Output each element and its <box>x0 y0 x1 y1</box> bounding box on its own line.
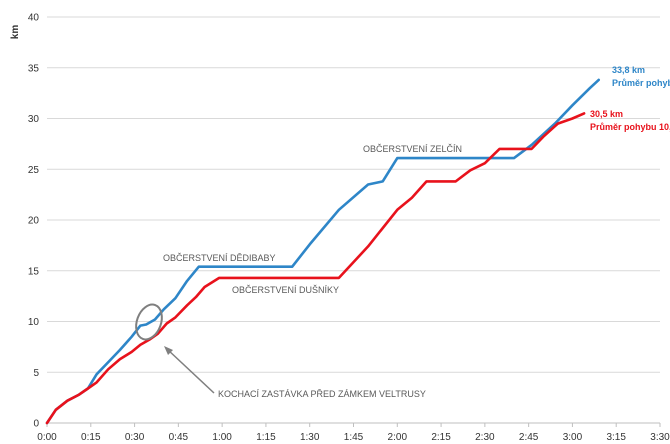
x-tick-label: 3:15 <box>606 432 626 443</box>
red-series-line <box>45 112 586 425</box>
x-tick-label: 0:00 <box>37 432 57 443</box>
y-tick-label: 35 <box>28 63 40 74</box>
x-tick-label: 0:45 <box>169 432 189 443</box>
y-tick-label: 10 <box>28 317 40 328</box>
annotation-kochaci: KOCHACÍ ZASTÁVKA PŘED ZÁMKEM VELTRUSY <box>218 389 426 399</box>
x-tick-label: 2:00 <box>388 432 408 443</box>
x-tick-label: 1:00 <box>212 432 232 443</box>
y-tick-label: 25 <box>28 165 40 176</box>
annotation-arrow-head <box>164 346 173 355</box>
highlight-circle <box>135 303 163 341</box>
y-tick-label: 5 <box>33 368 39 379</box>
annotation-dusniky: OBČERSTVENÍ DUŠNÍKY <box>232 285 339 295</box>
y-tick-label: 15 <box>28 266 40 277</box>
x-tick-label: 0:30 <box>125 432 145 443</box>
axes <box>46 422 661 427</box>
red-end-distance-label: 30,5 km <box>590 109 623 119</box>
grid-lines <box>47 16 660 373</box>
y-tick-label: 40 <box>28 13 40 24</box>
x-tick-label: 0:15 <box>81 432 101 443</box>
y-tick-label: 20 <box>28 216 40 227</box>
x-tick-label: 3:30 <box>650 432 670 443</box>
x-tick-labels: 0:00 0:15 0:30 0:45 1:00 1:15 1:30 1:45 2:00 2:15… <box>37 432 670 443</box>
blue-end-distance-label: 33,8 km <box>612 65 645 75</box>
blue-series-line <box>45 78 601 425</box>
x-tick-label: 2:15 <box>431 432 451 443</box>
x-tick-label: 2:45 <box>519 432 539 443</box>
x-tick-label: 1:45 <box>344 432 364 443</box>
y-tick-label: 0 <box>33 419 39 430</box>
x-tick-label: 1:15 <box>256 432 276 443</box>
x-tick-label: 2:30 <box>475 432 495 443</box>
blue-end-speed-label: Průměr pohybu 11,9 km/h <box>612 78 670 88</box>
x-tick-label: 3:00 <box>563 432 583 443</box>
series-lines <box>45 78 601 425</box>
annotation-zelcin: OBČERSTVENÍ ZELČÍN <box>363 144 462 154</box>
annotation-arrow-line <box>166 348 215 394</box>
annotation-dedibaby: OBČERSTVENÍ DĚDIBABY <box>163 253 276 263</box>
red-end-speed-label: Průměr pohybu 10,8 km/h <box>590 122 670 132</box>
y-tick-label: 30 <box>28 114 40 125</box>
y-tick-labels: 0 5 10 15 20 25 30 35 40 <box>28 13 40 430</box>
y-axis-label: km <box>10 25 21 40</box>
x-tick-label: 1:30 <box>300 432 320 443</box>
